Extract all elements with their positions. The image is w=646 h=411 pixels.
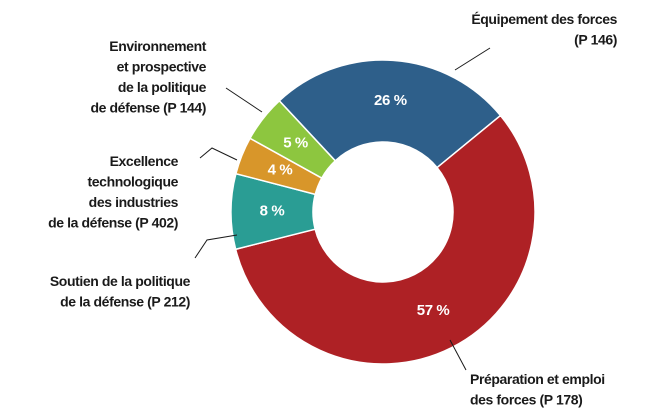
label-line: des industries — [89, 194, 179, 210]
category-label: Environnement et prospective de la politiq… — [91, 38, 207, 116]
label-line: de défense (P 144) — [91, 99, 207, 115]
category-label: Équipement des forces (P 146) — [471, 11, 617, 48]
leader-line — [199, 147, 238, 161]
label-line: (P 146) — [574, 31, 617, 47]
label-line: technologique — [88, 173, 179, 189]
value-label: 4 % — [268, 162, 293, 179]
leader-line — [454, 47, 491, 71]
donut-segment — [278, 59, 502, 169]
donut-segment — [249, 99, 337, 180]
label-line: Préparation et emploi — [470, 371, 605, 387]
category-label: Préparation et emploi des forces (P 178) — [470, 371, 605, 408]
value-label: 26 % — [374, 92, 407, 109]
label-line: Environnement — [109, 38, 206, 54]
category-label: Excellence technologique des industries de … — [48, 153, 178, 231]
category-label: Soutien de la politique de la défense (P … — [50, 273, 191, 310]
label-line: de la défense (P 212) — [60, 293, 190, 309]
leader-line — [449, 339, 467, 371]
label-line: des forces (P 178) — [470, 391, 582, 407]
label-line: Équipement des forces — [471, 11, 617, 27]
value-label: 8 % — [260, 203, 285, 220]
leader-line — [225, 87, 263, 113]
value-label: 57 % — [417, 302, 450, 319]
label-line: de la politique — [118, 79, 207, 95]
label-line: Excellence — [110, 153, 179, 169]
label-line: de la défense (P 402) — [48, 214, 178, 230]
label-line: et prospective — [117, 58, 207, 74]
label-line: Soutien de la politique — [50, 273, 191, 289]
leader-line — [194, 234, 238, 259]
value-label: 5 % — [283, 135, 308, 152]
donut-segment — [234, 114, 536, 365]
